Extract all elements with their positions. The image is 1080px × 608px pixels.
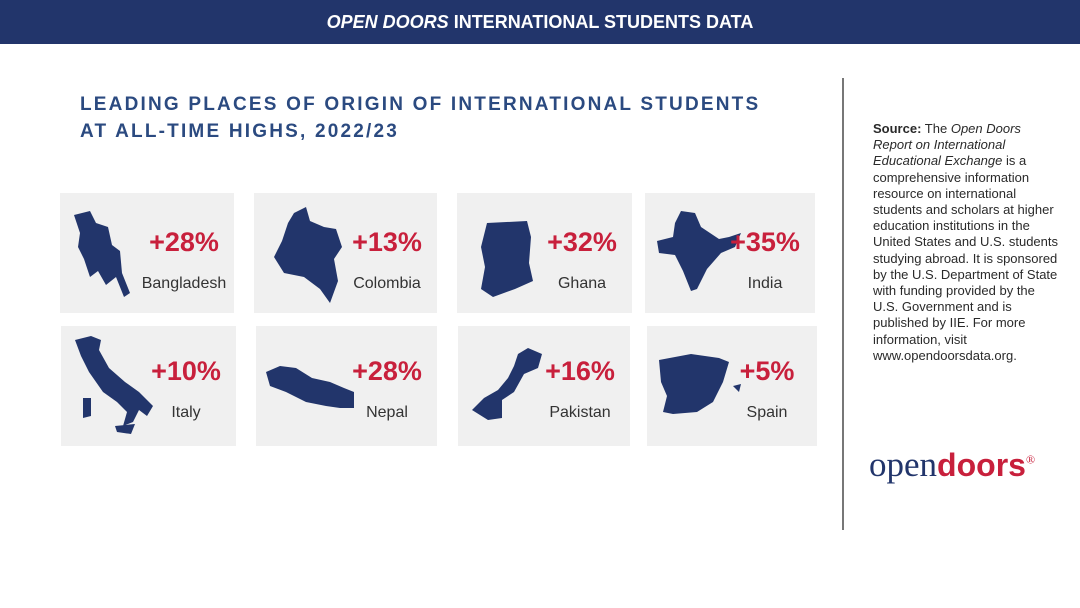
map-shape bbox=[74, 211, 130, 297]
country-map bbox=[472, 348, 542, 420]
change-value: +35% bbox=[730, 227, 800, 257]
country-card: +28% Nepal bbox=[256, 326, 437, 446]
map-shape bbox=[75, 336, 153, 434]
map-shape bbox=[266, 366, 354, 408]
map-shape bbox=[659, 354, 741, 414]
country-map bbox=[481, 221, 533, 297]
source-text: is a comprehensive information resource … bbox=[873, 153, 1058, 363]
title: LEADING PLACES OF ORIGIN OF INTERNATIONA… bbox=[80, 91, 760, 145]
country-map bbox=[75, 336, 153, 434]
country-card: +28% Bangladesh bbox=[60, 193, 234, 313]
title-line: LEADING PLACES OF ORIGIN OF INTERNATIONA… bbox=[80, 94, 761, 115]
country-name: Bangladesh bbox=[141, 275, 227, 292]
change-value: +28% bbox=[149, 227, 219, 257]
change-value: +5% bbox=[739, 356, 795, 386]
logo-mark: ® bbox=[1025, 452, 1036, 467]
country-name: India bbox=[747, 275, 783, 292]
country-card: +5% Spain bbox=[647, 326, 817, 446]
source-report: Open Doors Report on International Educa… bbox=[873, 121, 1021, 169]
change-value: +13% bbox=[352, 227, 422, 257]
country-name: Spain bbox=[746, 404, 788, 421]
country-map bbox=[659, 354, 741, 414]
country-card: +35% India bbox=[645, 193, 815, 313]
source: Source: The Open Doors Report on Interna… bbox=[873, 121, 1063, 364]
header-emphasis: OPEN DOORS bbox=[326, 12, 449, 32]
country-map bbox=[657, 211, 741, 291]
map-shape bbox=[481, 221, 533, 297]
country-name: Nepal bbox=[366, 404, 408, 421]
country-card: +32% Ghana bbox=[457, 193, 632, 313]
country-name: Pakistan bbox=[549, 404, 611, 421]
country-map bbox=[266, 366, 354, 408]
map-shape bbox=[657, 211, 741, 291]
country-name: Colombia bbox=[353, 275, 421, 292]
country-map bbox=[274, 207, 342, 303]
country-map bbox=[74, 211, 130, 297]
change-value: +28% bbox=[352, 356, 422, 386]
country-card: +10% Italy bbox=[61, 326, 236, 446]
change-value: +10% bbox=[151, 356, 221, 386]
header-text: INTERNATIONAL STUDENTS DATA bbox=[453, 12, 754, 32]
logo-part: doors bbox=[937, 447, 1026, 483]
change-value: +16% bbox=[545, 356, 615, 386]
country-name: Italy bbox=[171, 404, 201, 421]
source-text: The bbox=[924, 121, 948, 136]
title-line: AT ALL-TIME HIGHS, 2022/23 bbox=[80, 121, 400, 142]
logo: opendoors® bbox=[869, 445, 1035, 485]
country-name: Ghana bbox=[557, 275, 607, 292]
header: OPEN DOORS INTERNATIONAL STUDENTS DATA bbox=[0, 0, 1080, 44]
map-shape bbox=[472, 348, 542, 420]
change-value: +32% bbox=[547, 227, 617, 257]
country-card: +13% Colombia bbox=[254, 193, 437, 313]
divider bbox=[842, 78, 844, 530]
logo-part: open bbox=[869, 445, 938, 484]
country-card: +16% Pakistan bbox=[458, 326, 630, 446]
source-label: Source: bbox=[873, 121, 922, 136]
map-shape bbox=[274, 207, 342, 303]
